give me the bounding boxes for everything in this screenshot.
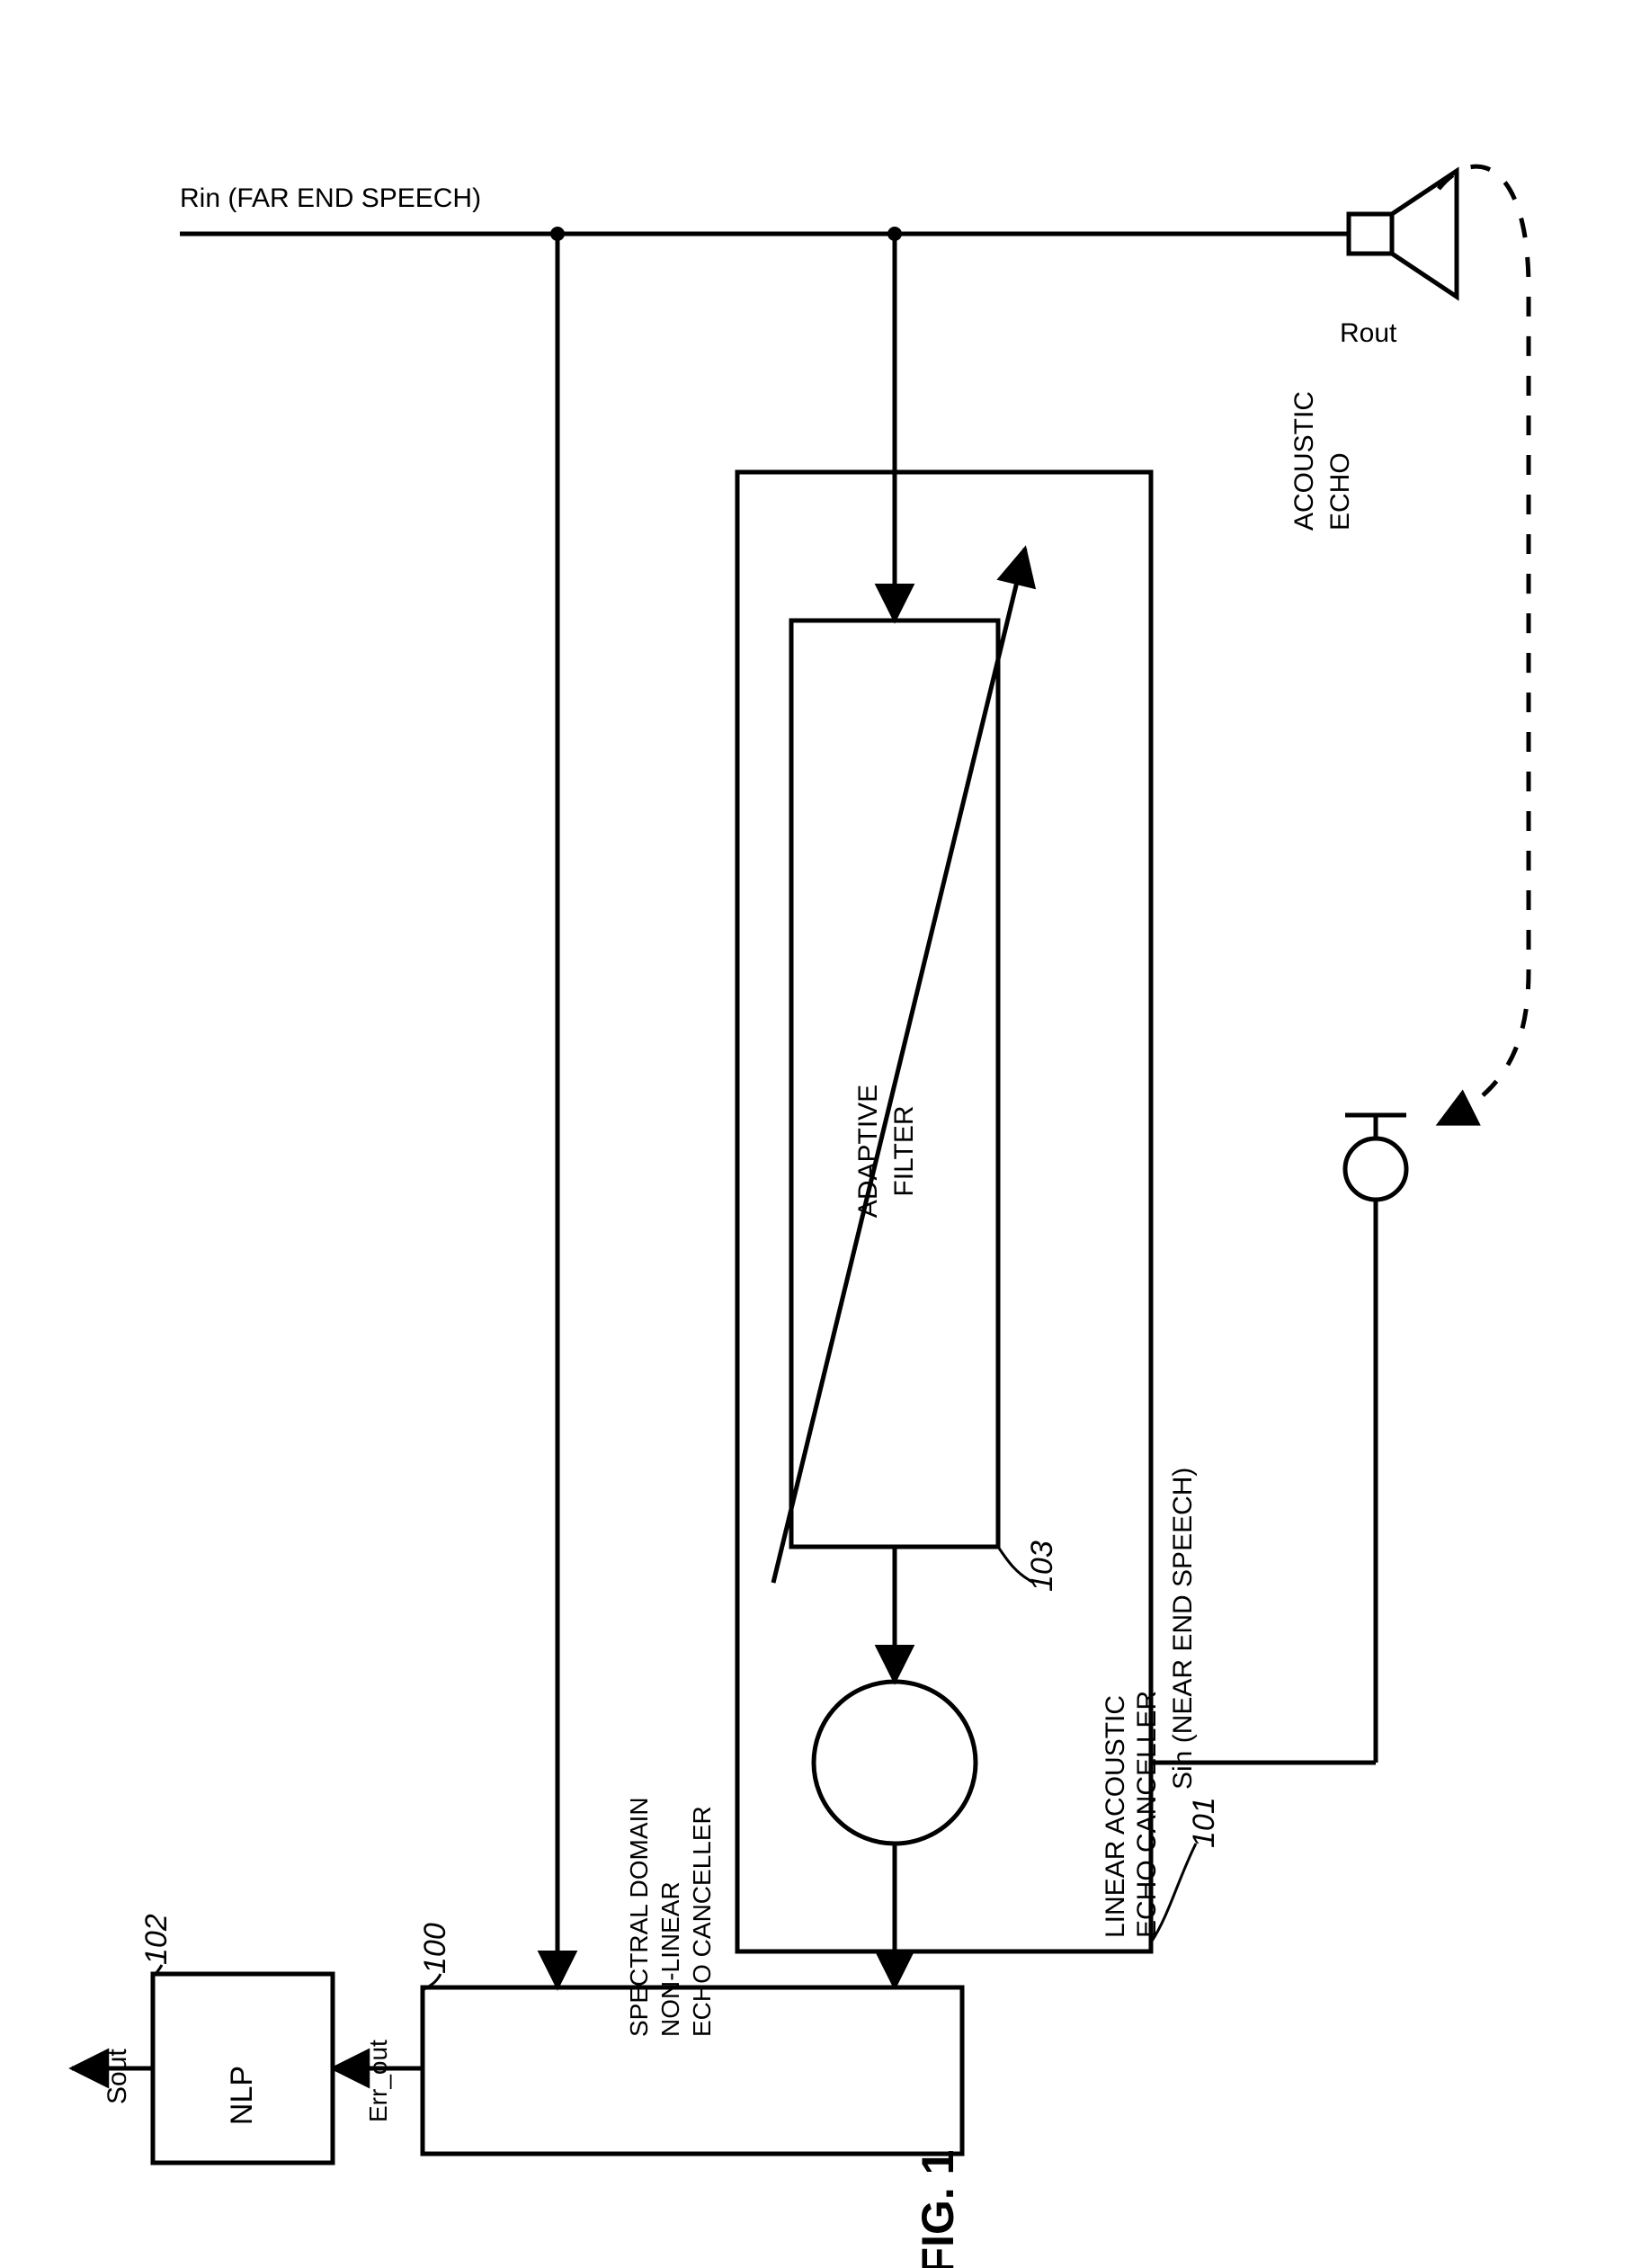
spectral-ref: 100 [418,1923,452,1974]
linear-aec-label-2: ECHO CANCELLER [1132,1691,1162,1938]
adaptive-filter-label-2: FILTER [889,1105,919,1196]
rin-tap-dot-2 [550,227,565,241]
acoustic-echo-label-2: ECHO [1325,452,1355,531]
acoustic-echo-path [1439,166,1529,1124]
errout-label: Err_out [364,2040,392,2122]
rout-label: Rout [1340,318,1397,348]
nlp-ref: 102 [139,1914,174,1965]
sout-label: Sout [103,2049,132,2104]
rin-tap-dot-1 [887,227,902,241]
acoustic-echo-label-1: ACOUSTIC [1289,391,1319,531]
spectral-label-3: ECHO CANCELLER [688,1806,716,2037]
microphone-icon [1345,1115,1406,1200]
nlp-label: NLP [225,2066,259,2125]
echo-canceller-diagram: Rin (FAR END SPEECH) Rout ACOUSTIC ECHO … [0,0,1632,2268]
adaptive-filter-label-1: ADAPTIVE [853,1085,883,1218]
linear-aec-ref: 101 [1187,1797,1221,1848]
spectral-label-1: SPECTRAL DOMAIN [625,1797,653,2037]
adaptive-filter-ref: 103 [1025,1540,1059,1592]
spectral-label-2: NON-LINEAR [656,1881,684,2037]
figure-title: FIG. 1 [913,2150,963,2268]
sin-label: Sin (NEAR END SPEECH) [1168,1468,1198,1790]
rin-label: Rin (FAR END SPEECH) [180,183,481,213]
sum-node [814,1682,976,1844]
linear-aec-label-1: LINEAR ACOUSTIC [1101,1695,1130,1938]
